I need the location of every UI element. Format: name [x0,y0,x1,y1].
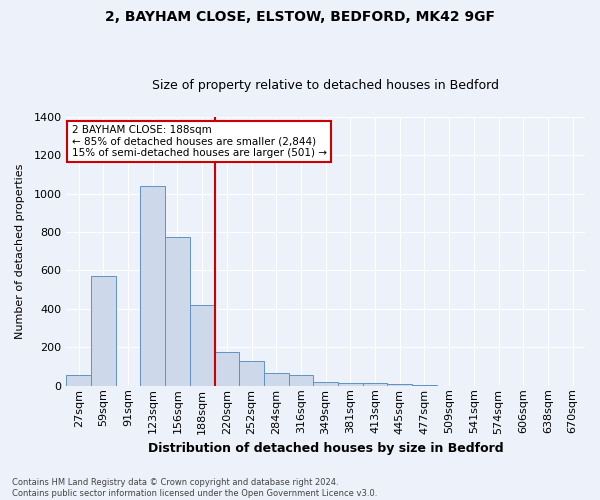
Bar [338,383,363,386]
Bar [264,374,289,386]
Text: 2 BAYHAM CLOSE: 188sqm
← 85% of detached houses are smaller (2,844)
15% of semi-: 2 BAYHAM CLOSE: 188sqm ← 85% of detached… [71,125,326,158]
Bar [412,385,437,386]
Bar [363,384,388,386]
Bar [140,186,165,386]
Bar [388,384,412,386]
Title: Size of property relative to detached houses in Bedford: Size of property relative to detached ho… [152,79,499,92]
Text: 2, BAYHAM CLOSE, ELSTOW, BEDFORD, MK42 9GF: 2, BAYHAM CLOSE, ELSTOW, BEDFORD, MK42 9… [105,10,495,24]
X-axis label: Distribution of detached houses by size in Bedford: Distribution of detached houses by size … [148,442,503,455]
Bar [91,276,116,386]
Bar [313,382,338,386]
Y-axis label: Number of detached properties: Number of detached properties [15,164,25,339]
Bar [67,375,91,386]
Bar [190,305,215,386]
Bar [165,237,190,386]
Bar [215,352,239,386]
Bar [239,361,264,386]
Bar [289,375,313,386]
Text: Contains HM Land Registry data © Crown copyright and database right 2024.
Contai: Contains HM Land Registry data © Crown c… [12,478,377,498]
